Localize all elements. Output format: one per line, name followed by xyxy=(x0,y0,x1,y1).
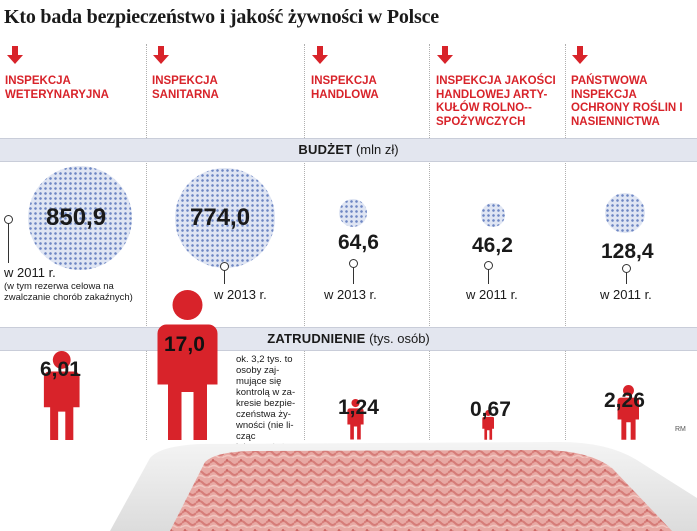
institution-plant-protection: PAŃSTWOWA INSPEKCJA OCHRONY ROŚLIN I NAS… xyxy=(571,75,683,128)
budget-value-agri-food-quality: 46,2 xyxy=(472,234,513,257)
arrow-down-icon xyxy=(312,46,328,64)
arrow-down-icon xyxy=(572,46,588,64)
employment-band-unit: (tys. osób) xyxy=(369,331,430,346)
author-credit: RM xyxy=(675,426,686,433)
leader-line xyxy=(8,223,9,263)
budget-bubble-veterinary xyxy=(28,166,132,270)
column-separator xyxy=(429,44,430,440)
arrow-down-icon xyxy=(7,46,23,64)
person-icon-plant-protection xyxy=(617,385,639,440)
employment-band: ZATRUDNIENIE (tys. osób) xyxy=(0,327,697,351)
institution-sanitary: INSPEKCJA SANITARNA xyxy=(152,75,219,101)
chart-title: Kto bada bezpieczeństwo i jakość żywnośc… xyxy=(4,6,439,28)
budget-value-plant-protection: 128,4 xyxy=(601,240,654,263)
employment-value-plant-protection: 2,26 xyxy=(604,389,645,412)
budget-band-unit: (mln zł) xyxy=(355,142,399,157)
minced-meat-tray-image xyxy=(110,442,697,531)
budget-bubble-plant-protection xyxy=(604,192,646,234)
budget-value-sanitary: 774,0 xyxy=(190,204,251,231)
budget-bubble-agri-food-quality xyxy=(480,202,506,228)
budget-value-trade: 64,6 xyxy=(338,231,379,254)
budget-year-sanitary: w 2013 r. xyxy=(214,287,267,302)
leader-line xyxy=(353,267,354,284)
institution-trade: INSPEKCJA HANDLOWA xyxy=(311,75,379,101)
budget-band: BUDŻET (mln zł) xyxy=(0,138,697,162)
column-separator xyxy=(146,44,147,440)
budget-bubble-trade xyxy=(338,198,368,228)
institution-agri-food-quality: INSPEKCJA JAKOŚCI HANDLOWEJ ARTY-KUŁÓW R… xyxy=(436,75,556,128)
budget-bubble-sanitary xyxy=(175,168,275,268)
person-icon-veterinary xyxy=(44,350,80,440)
leader-line xyxy=(488,269,489,284)
institution-veterinary: INSPEKCJA WETERYNARYJNA xyxy=(5,75,109,101)
column-separator xyxy=(565,44,566,440)
budget-value-veterinary: 850,9 xyxy=(46,204,107,231)
budget-note-veterinary: (w tym rezerwa celowa na zwalczanie chor… xyxy=(4,281,133,303)
person-icon-sanitary xyxy=(157,290,217,440)
budget-year-plant-protection: w 2011 r. xyxy=(600,287,652,302)
budget-year-veterinary: w 2011 r. xyxy=(4,265,56,280)
arrow-down-icon xyxy=(437,46,453,64)
leader-line xyxy=(224,270,225,284)
budget-year-trade: w 2013 r. xyxy=(324,287,377,302)
employment-value-veterinary: 6,01 xyxy=(40,358,81,381)
person-icon-agri-food-quality xyxy=(482,410,494,440)
budget-year-agri-food-quality: w 2011 r. xyxy=(466,287,518,302)
budget-band-label: BUDŻET xyxy=(298,142,353,157)
person-icon-trade xyxy=(347,399,365,440)
arrow-down-icon xyxy=(153,46,169,64)
employment-value-trade: 1,24 xyxy=(338,396,379,419)
column-separator xyxy=(304,44,305,440)
employment-band-label: ZATRUDNIENIE xyxy=(267,331,366,346)
leader-line xyxy=(626,272,627,284)
employment-value-agri-food-quality: 0,67 xyxy=(470,398,511,421)
employment-value-sanitary: 17,0 xyxy=(164,333,205,356)
